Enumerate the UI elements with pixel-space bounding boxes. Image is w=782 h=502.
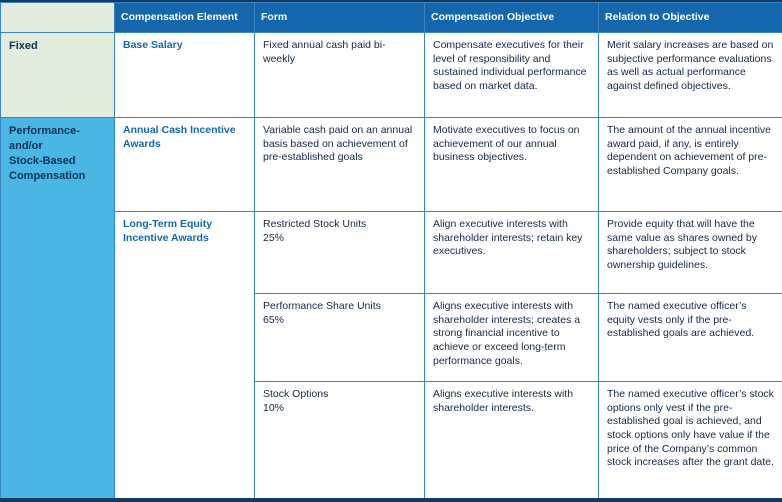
element-base-salary: Base Salary [114,32,255,118]
form-base-salary: Fixed annual cash paid bi-weekly [254,32,425,118]
objective-performance-share-units: Aligns executive interests with sharehol… [424,293,599,382]
form-annual-cash-incentive: Variable cash paid on an annual basis ba… [254,117,425,212]
table-header-row: Compensation Element Form Compensation O… [0,2,782,33]
group-label-performance-stock-based: Performance- and/or Stock-Based Compensa… [0,117,115,498]
row-base-salary: Fixed Base Salary Fixed annual cash paid… [0,32,782,118]
objective-restricted-stock-units: Align executive interests with sharehold… [424,211,599,294]
header-form: Form [254,2,425,33]
row-stock-options: Stock Options 10% Aligns executive inter… [1,381,782,498]
objective-stock-options: Aligns executive interests with sharehol… [424,381,599,498]
objective-base-salary: Compensate executives for their level of… [424,32,599,118]
group-label-fixed: Fixed [0,32,115,118]
corner-cell [0,2,115,33]
row-performance-share-units: Performance Share Units 65% Aligns execu… [1,293,782,382]
relation-restricted-stock-units: Provide equity that will have the same v… [598,211,782,294]
header-relation-to-objective: Relation to Objective [598,2,782,33]
relation-performance-share-units: The named executive officer’s equity ves… [598,293,782,382]
objective-annual-cash-incentive: Motivate executives to focus on achievem… [424,117,599,212]
row-restricted-stock-units: Long-Term Equity Incentive Awards Restri… [1,211,782,498]
relation-stock-options: The named executive officer’s stock opti… [598,381,782,498]
element-annual-cash-incentive: Annual Cash Incentive Awards [114,117,255,212]
form-restricted-stock-units: Restricted Stock Units 25% [254,211,425,294]
header-compensation-element: Compensation Element [114,2,255,33]
relation-annual-cash-incentive: The amount of the annual incentive award… [598,117,782,212]
element-long-term-equity-incentive: Long-Term Equity Incentive Awards [114,211,255,498]
form-performance-share-units: Performance Share Units 65% [254,293,425,382]
header-compensation-objective: Compensation Objective [424,2,599,33]
relation-base-salary: Merit salary increases are based on subj… [598,32,782,118]
row-annual-cash-incentive: Performance- and/or Stock-Based Compensa… [0,117,782,498]
form-stock-options: Stock Options 10% [254,381,425,498]
